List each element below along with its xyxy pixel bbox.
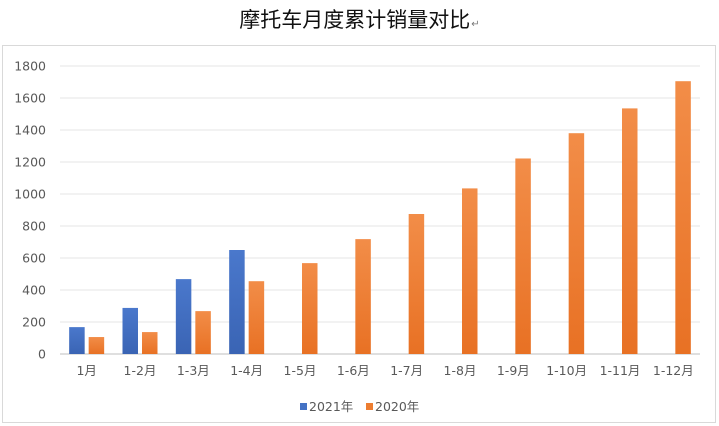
y-tick-label: 200: [22, 315, 46, 330]
y-tick-label: 800: [22, 219, 46, 234]
x-tick-label: 1-11月: [600, 363, 641, 378]
y-tick-label: 1400: [14, 123, 46, 138]
x-tick-label: 1-3月: [177, 363, 210, 378]
x-tick-label: 1月: [76, 363, 96, 378]
legend-swatch: [366, 403, 373, 410]
legend-label: 2021年: [309, 399, 353, 414]
y-tick-label: 1200: [14, 155, 46, 170]
x-tick-label: 1-10月: [546, 363, 587, 378]
y-tick-label: 1600: [14, 91, 46, 106]
x-tick-label: 1-7月: [390, 363, 423, 378]
x-tick-label: 1-4月: [230, 363, 263, 378]
chart-frame: [2, 45, 716, 423]
y-tick-label: 600: [22, 251, 46, 266]
x-tick-label: 1-9月: [497, 363, 530, 378]
chart-title-text: 摩托车月度累计销量对比: [239, 8, 471, 32]
bar-series2: [302, 263, 318, 354]
x-tick-label: 1-12月: [653, 363, 694, 378]
bar-series2: [355, 239, 371, 354]
y-tick-label: 1000: [14, 187, 46, 202]
y-tick-label: 400: [22, 283, 46, 298]
legend-label: 2020年: [375, 399, 419, 414]
bar-series1: [69, 327, 85, 354]
y-tick-label: 0: [38, 347, 46, 362]
x-tick-label: 1-2月: [124, 363, 157, 378]
x-tick-label: 1-8月: [444, 363, 477, 378]
x-tick-label: 1-6月: [337, 363, 370, 378]
chart-title: 摩托车月度累计销量对比↵: [0, 4, 719, 36]
bar-series2: [248, 281, 265, 354]
legend-swatch: [300, 403, 307, 410]
bar-series2: [622, 108, 638, 355]
x-tick-label: 1-5月: [284, 363, 317, 378]
y-axis-ticks: 0 200 400 600 800 1000 1200 1400 1600 1800: [14, 59, 46, 362]
bars: [69, 81, 691, 355]
bar-series2: [195, 311, 211, 354]
bar-series2: [408, 214, 425, 354]
paragraph-mark-icon: ↵: [471, 19, 480, 30]
bar-series2: [675, 81, 691, 354]
bar-series2: [462, 188, 478, 354]
bar-series2: [88, 337, 105, 354]
bar-series2: [515, 158, 531, 354]
bar-series1: [229, 250, 245, 354]
bar-series2: [568, 133, 585, 354]
gridlines: [60, 65, 700, 355]
bar-series1: [175, 279, 192, 354]
x-axis-ticks: 1月 1-2月 1-3月 1-4月 1-5月 1-6月 1-7月 1-8月 1-9月 1-10月 1…: [76, 363, 693, 378]
bar-series1: [122, 307, 138, 354]
legend: 2021年 2020年: [300, 399, 419, 414]
bar-series2: [142, 332, 158, 354]
y-tick-label: 1800: [14, 59, 46, 74]
